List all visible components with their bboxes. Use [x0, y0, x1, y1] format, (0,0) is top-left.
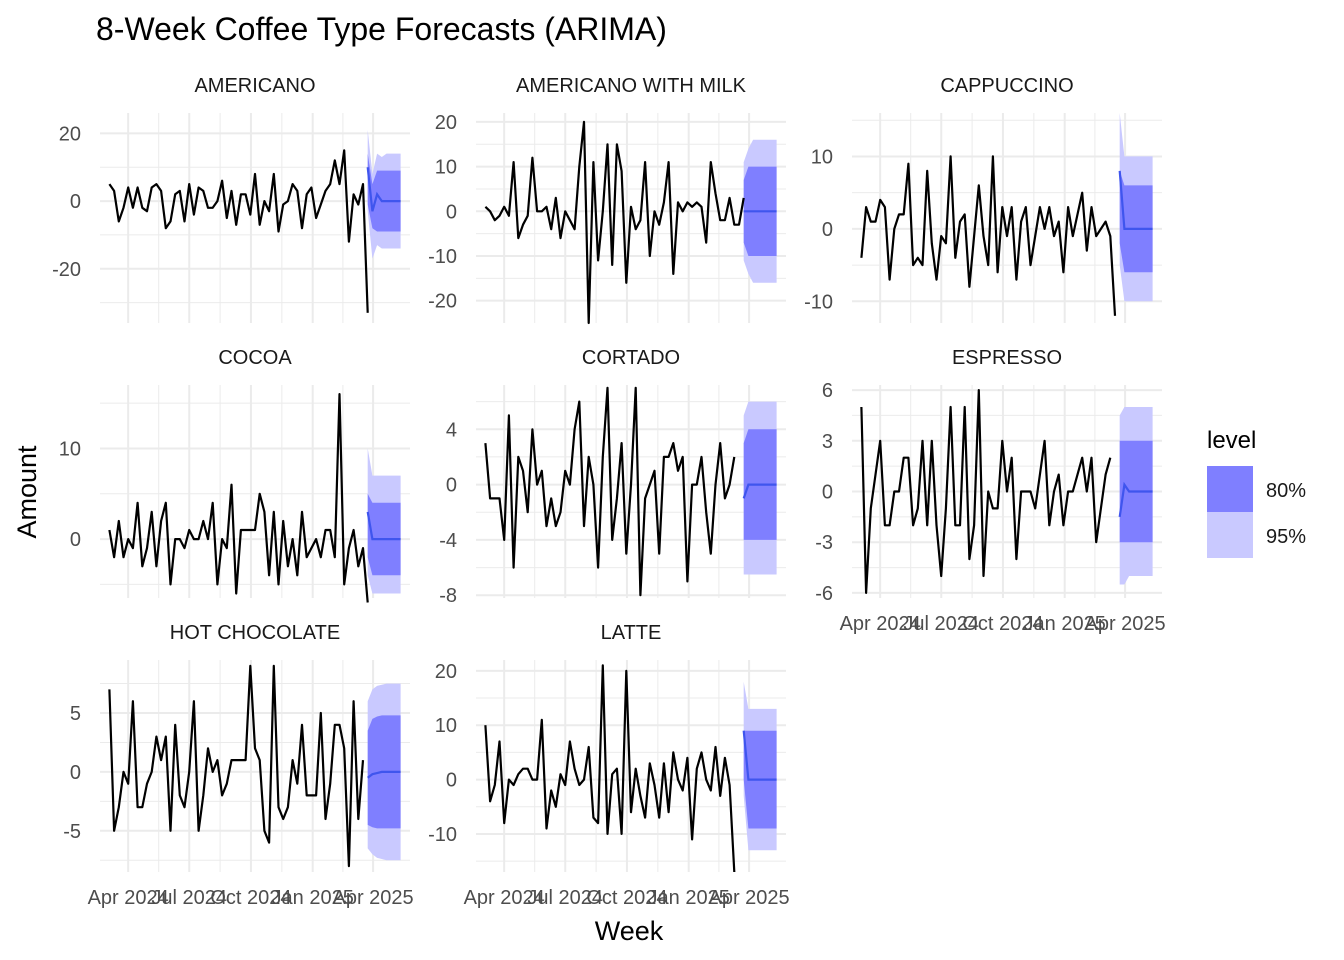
panel-title: AMERICANO WITH MILK — [516, 75, 747, 97]
y-tick-label: 0 — [446, 475, 457, 497]
y-tick-label: 0 — [446, 770, 457, 792]
y-tick-label: -4 — [439, 530, 457, 552]
y-tick-label: 20 — [59, 123, 81, 145]
y-tick-label: 10 — [435, 157, 457, 179]
y-tick-label: 0 — [822, 219, 833, 241]
band-80 — [367, 153, 401, 232]
y-tick-label: 6 — [822, 380, 833, 402]
panel-cappuccino: CAPPUCCINO -10 0 10 — [804, 75, 1162, 323]
x-tick-label: Apr 2025 — [709, 887, 790, 909]
panel-title: HOT CHOCOLATE — [170, 622, 340, 644]
forecast-mean-line — [742, 483, 777, 499]
x-tick-label: Oct 2024 — [586, 887, 667, 909]
y-tick-label: -20 — [428, 291, 457, 313]
panel-cocoa: COCOA 0 10 — [59, 347, 410, 603]
panel-title: CAPPUCCINO — [940, 75, 1073, 97]
y-tick-label: -6 — [815, 583, 833, 605]
x-tick-label: Jul 2024 — [903, 613, 979, 635]
y-tick-label: -20 — [52, 259, 81, 281]
history-line — [484, 386, 736, 597]
x-tick-label: Oct 2024 — [210, 887, 291, 909]
y-tick-label: -3 — [815, 532, 833, 554]
y-tick-label: 10 — [435, 715, 457, 737]
panel-cortado: CORTADO -8 -4 0 4 — [439, 347, 786, 607]
forecast-mean-line — [1118, 170, 1153, 230]
y-tick-label: 20 — [435, 661, 457, 683]
forecast-mean-line — [1118, 481, 1153, 518]
y-tick-label: 10 — [811, 146, 833, 168]
y-axis-label: Amount — [12, 445, 42, 539]
legend: level 80% 95% — [1207, 427, 1306, 558]
y-tick-label: 0 — [446, 201, 457, 223]
x-tick-label: Oct 2024 — [962, 613, 1043, 635]
panel-title: ESPRESSO — [952, 347, 1062, 369]
x-tick-label: Apr 2024 — [464, 887, 545, 909]
x-tick-label: Jan 2025 — [648, 887, 730, 909]
y-tick-label: -8 — [439, 585, 457, 607]
legend-key-80 — [1207, 466, 1253, 512]
history-line — [484, 120, 745, 325]
y-tick-label: 0 — [822, 482, 833, 504]
panel-title: COCOA — [218, 347, 292, 369]
legend-label-80: 80% — [1266, 480, 1306, 502]
panel-title: LATTE — [601, 622, 662, 644]
legend-label-95: 95% — [1266, 526, 1306, 548]
forecast-mean-line — [366, 511, 401, 541]
x-tick-label: Apr 2024 — [840, 613, 921, 635]
x-tick-label: Jan 2025 — [272, 887, 354, 909]
band-80 — [1119, 170, 1153, 273]
history-line — [108, 393, 369, 603]
y-tick-label: -10 — [804, 291, 833, 313]
x-tick-label: Apr 2025 — [333, 887, 414, 909]
history-line — [860, 389, 1112, 594]
forecast-mean-line — [366, 167, 401, 212]
y-tick-label: 10 — [59, 438, 81, 460]
y-tick-label: 5 — [70, 703, 81, 725]
legend-key-95 — [1207, 512, 1253, 558]
y-tick-label: 0 — [70, 191, 81, 213]
x-tick-label: Apr 2024 — [88, 887, 169, 909]
y-tick-label: 0 — [70, 762, 81, 784]
y-tick-label: 4 — [446, 419, 457, 441]
y-tick-label: 3 — [822, 431, 833, 453]
panel-americano: AMERICANO -20 0 20 — [52, 75, 410, 323]
panel-americano-with-milk: AMERICANO WITH MILK -20 -10 0 10 20 — [428, 75, 786, 325]
panel-title: AMERICANO — [194, 75, 315, 97]
x-tick-label: Jan 2025 — [1024, 613, 1106, 635]
forecast-mean-line — [742, 730, 777, 781]
history-line — [860, 155, 1117, 316]
y-tick-label: 20 — [435, 112, 457, 134]
y-tick-label: -10 — [428, 246, 457, 268]
y-tick-label: -10 — [428, 824, 457, 846]
panel-title: CORTADO — [582, 347, 680, 369]
chart-title: 8-Week Coffee Type Forecasts (ARIMA) — [96, 11, 667, 47]
history-line — [108, 149, 369, 313]
x-tick-label: Jul 2024 — [527, 887, 603, 909]
history-line — [484, 664, 736, 873]
legend-title: level — [1207, 427, 1256, 454]
x-tick-label: Apr 2025 — [1085, 613, 1166, 635]
x-tick-label: Jul 2024 — [151, 887, 227, 909]
y-tick-label: 0 — [70, 529, 81, 551]
band-80 — [367, 493, 401, 576]
y-tick-label: -5 — [63, 821, 81, 843]
x-axis-label: Week — [595, 916, 664, 946]
facet-panels: AMERICANO -20 0 20 AMERICANO WITH MILK -20 -10… — [52, 75, 1166, 909]
history-line — [108, 664, 365, 868]
forecast-mean-line — [367, 770, 401, 779]
